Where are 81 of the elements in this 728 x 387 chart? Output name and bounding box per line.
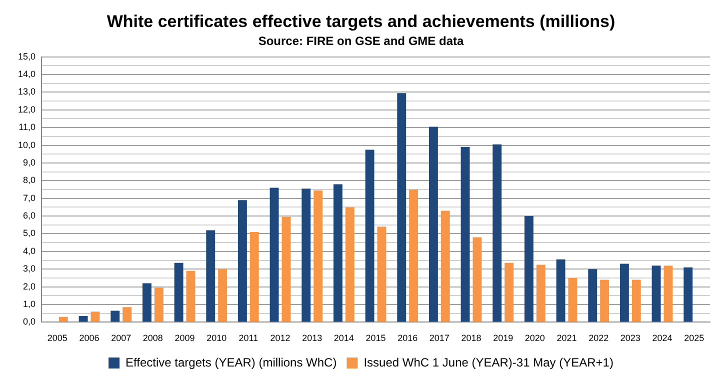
y-tick-label: 12,0 xyxy=(18,104,36,114)
bar xyxy=(684,267,693,322)
y-tick-label: 5,0 xyxy=(23,228,36,238)
x-tick-label: 2018 xyxy=(461,333,482,344)
bar xyxy=(524,216,534,322)
x-tick-label: 2009 xyxy=(174,333,195,344)
bar xyxy=(333,184,342,322)
x-tick-label: 2020 xyxy=(524,333,545,344)
bar xyxy=(397,93,406,322)
bar xyxy=(440,210,450,322)
bar xyxy=(428,126,438,322)
bar xyxy=(536,264,546,322)
bar xyxy=(282,216,291,322)
x-tick-label: 2007 xyxy=(111,333,132,344)
bar xyxy=(206,230,216,322)
legend-label: Issued WhC 1 June (YEAR)-31 May (YEAR+1) xyxy=(364,355,614,370)
x-tick-label: 2016 xyxy=(398,333,418,344)
x-tick-label: 2013 xyxy=(302,333,322,344)
x-tick-label: 2023 xyxy=(620,333,640,344)
bar xyxy=(460,147,470,322)
x-tick-label: 2025 xyxy=(684,333,704,344)
y-tick-label: 7,0 xyxy=(23,192,36,203)
bar xyxy=(588,269,598,322)
y-tick-label: 11,0 xyxy=(18,122,36,132)
bar xyxy=(556,259,566,322)
y-tick-label: 14,0 xyxy=(18,68,36,79)
bar xyxy=(652,266,661,322)
y-tick-label: 0,0 xyxy=(23,316,36,327)
bar xyxy=(409,190,418,322)
x-tick-label: 2019 xyxy=(493,333,514,344)
y-tick-label: 3,0 xyxy=(23,264,36,274)
x-tick-label: 2012 xyxy=(270,333,290,344)
bar xyxy=(365,150,374,322)
y-tick-label: 8,0 xyxy=(23,175,36,186)
y-tick-label: 13,0 xyxy=(18,86,36,97)
bar xyxy=(58,316,68,322)
y-tick-label: 15,0 xyxy=(18,51,36,62)
bar xyxy=(632,280,641,322)
x-tick-label: 2017 xyxy=(429,333,450,344)
y-tick-label: 1,0 xyxy=(23,298,36,309)
bar xyxy=(78,316,88,322)
bar xyxy=(270,188,279,322)
bar xyxy=(345,207,354,322)
legend-label: Effective targets (YEAR) (millions WhC) xyxy=(126,355,337,370)
bar xyxy=(568,278,578,322)
y-tick-label: 2,0 xyxy=(23,281,36,292)
x-tick-label: 2011 xyxy=(238,333,258,344)
bar xyxy=(472,237,482,322)
bar xyxy=(620,264,629,322)
bar xyxy=(186,270,196,322)
x-tick-label: 2008 xyxy=(142,333,163,344)
bar xyxy=(174,262,184,322)
x-tick-label: 2005 xyxy=(47,333,68,344)
chart-title: White certificates effective targets and achievements (millions) xyxy=(106,12,616,31)
x-tick-label: 2006 xyxy=(79,333,100,344)
x-tick-label: 2010 xyxy=(206,333,227,344)
chart-subtitle: Source: FIRE on GSE and GME data xyxy=(258,34,464,48)
y-tick-label: 6,0 xyxy=(23,210,36,221)
bar xyxy=(250,232,259,322)
bar xyxy=(314,190,323,322)
bar xyxy=(302,188,311,322)
x-tick-label: 2015 xyxy=(366,333,386,344)
bar xyxy=(142,283,152,322)
y-tick-label: 4,0 xyxy=(23,246,36,256)
bar xyxy=(218,269,228,322)
x-tick-label: 2024 xyxy=(652,333,672,344)
y-tick-label: 9,0 xyxy=(23,157,36,168)
bar xyxy=(377,226,386,322)
bar xyxy=(492,144,502,322)
bar xyxy=(154,288,164,322)
bar xyxy=(110,310,120,322)
bar xyxy=(600,280,610,322)
x-tick-label: 2021 xyxy=(556,333,577,344)
x-tick-label: 2022 xyxy=(588,333,609,344)
x-tick-label: 2014 xyxy=(334,333,354,344)
bar xyxy=(238,200,247,322)
y-tick-label: 10,0 xyxy=(18,140,36,150)
bar xyxy=(504,262,514,322)
bar xyxy=(90,312,100,322)
bar xyxy=(664,266,673,322)
bar xyxy=(122,307,132,322)
